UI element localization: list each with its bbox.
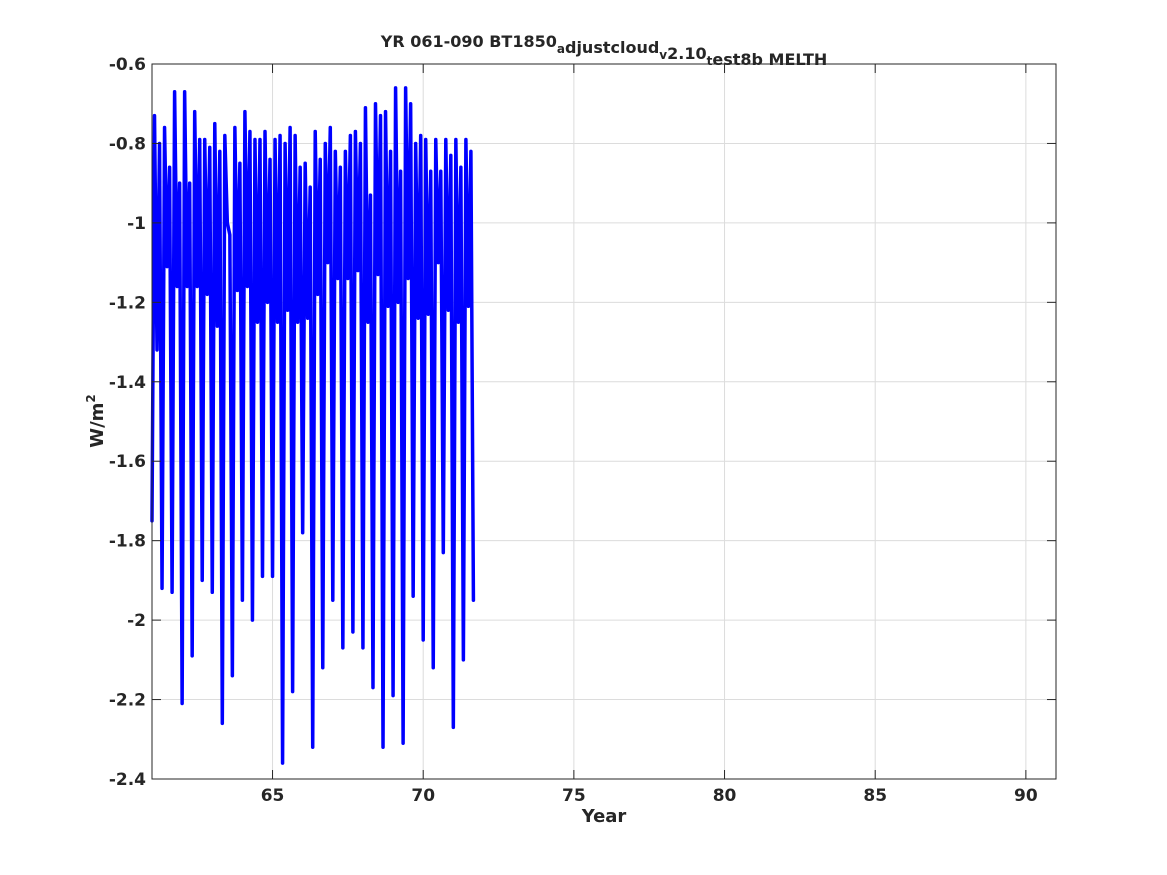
y-tick-label: -2.4	[109, 770, 146, 790]
y-tick-label: -1.8	[109, 532, 146, 552]
chart-title: YR 061-090 BT1850adjustcloudv2.10test8b …	[380, 32, 828, 69]
x-axis-label: Year	[581, 806, 627, 827]
series-line	[150, 86, 476, 765]
y-tick-label: -1.4	[109, 373, 146, 393]
tick-labels: 65 70 75 80 85 90 -2.4 -2.2 -2 -1.8 -1.6 -1.4 -1.2 -1…	[109, 55, 1038, 806]
grid-lines	[152, 63, 1056, 780]
x-tick-label: 80	[713, 786, 737, 806]
y-tick-label: -1.2	[109, 293, 146, 313]
x-tick-label: 65	[261, 786, 285, 806]
x-tick-label: 85	[863, 786, 887, 806]
series-group	[150, 86, 476, 765]
plot-area	[152, 64, 1056, 779]
x-tick-label: 75	[562, 786, 586, 806]
y-tick-label: -2.2	[109, 691, 146, 711]
y-tick-label: -2	[127, 611, 146, 631]
x-tick-label: 90	[1014, 786, 1038, 806]
y-tick-label: -0.8	[109, 134, 146, 154]
x-tick-label: 70	[411, 786, 435, 806]
axes-box	[151, 63, 1057, 780]
axis-ticks	[152, 63, 1056, 780]
y-tick-label: -0.6	[109, 55, 146, 75]
y-tick-label: -1.6	[109, 452, 146, 472]
y-tick-label: -1	[127, 214, 146, 234]
y-axis-label: W/m2	[84, 394, 108, 448]
